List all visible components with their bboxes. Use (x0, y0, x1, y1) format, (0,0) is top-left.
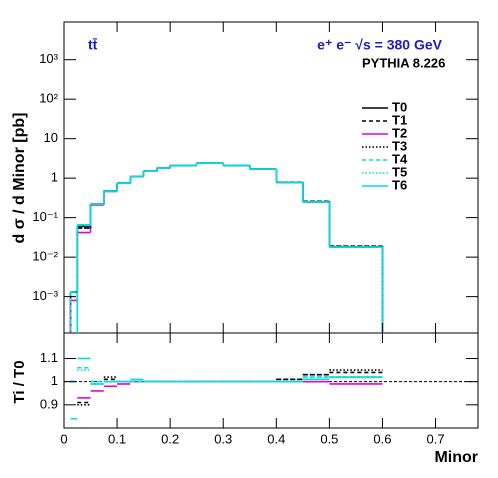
y-tick-label: 10² (39, 91, 58, 106)
legend-label: T1 (392, 112, 407, 127)
y-tick-label: 10⁻² (32, 249, 58, 264)
ratio-frame (63, 332, 479, 429)
y-axis-label: d σ / d Minor [pb] (11, 113, 28, 244)
main-plot (69, 162, 384, 333)
energy-label: e⁺ e⁻ √s = 380 GeV (317, 37, 442, 53)
x-axis-label: Minor (434, 449, 478, 466)
y-tick-label: 1.1 (40, 350, 58, 365)
ratio-axis-label: Ti / T0 (11, 360, 28, 403)
x-tick-label: 0.3 (214, 431, 232, 446)
x-tick-label: 0.5 (320, 431, 338, 446)
y-tick-label: 1 (51, 170, 58, 185)
x-tick-label: 0.7 (426, 431, 444, 446)
process-label: tt̄ (88, 36, 98, 52)
y-tick-label: 1 (51, 373, 58, 388)
legend-label: T6 (392, 177, 407, 192)
legend-label: T4 (392, 151, 408, 166)
x-tick-label: 0.4 (267, 431, 285, 446)
x-tick-label: 0 (60, 431, 67, 446)
legend-label: T0 (392, 99, 407, 114)
legend-label: T3 (392, 138, 407, 153)
legend-label: T2 (392, 125, 407, 140)
x-tick-label: 0.2 (161, 431, 179, 446)
y-tick-label: 10⁻¹ (32, 209, 58, 224)
y-tick-label: 10³ (39, 51, 58, 66)
y-tick-label: 10 (44, 130, 58, 145)
y-tick-label: 0.9 (40, 396, 58, 411)
x-tick-label: 0.1 (108, 431, 126, 446)
y-tick-label: 10⁻³ (32, 288, 58, 303)
x-tick-label: 0.6 (373, 431, 391, 446)
ratio-plot (64, 357, 478, 420)
generator-label: PYTHIA 8.226 (362, 55, 445, 70)
legend-label: T5 (392, 164, 407, 179)
